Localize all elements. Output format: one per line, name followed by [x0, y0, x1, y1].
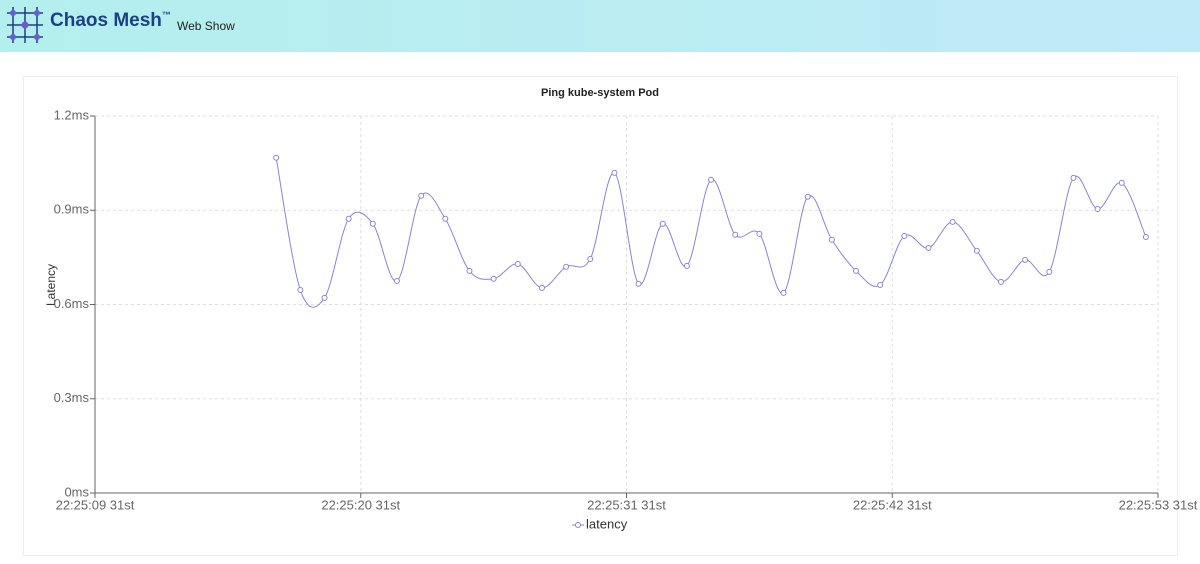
brand[interactable]: Chaos Mesh™	[50, 10, 171, 32]
x-tick-label: 22:25:31 31st	[587, 497, 666, 512]
point	[538, 284, 545, 291]
point	[877, 282, 884, 289]
point	[925, 244, 932, 251]
point	[997, 278, 1004, 285]
y-tick-label: 0.3ms	[54, 390, 90, 405]
point	[1094, 205, 1101, 212]
x-tick-label: 22:25:53 31st	[1119, 497, 1198, 512]
point	[393, 277, 400, 284]
point	[273, 154, 280, 161]
point	[369, 220, 376, 227]
chart-title: Ping kube-system Pod	[541, 87, 659, 99]
point	[1142, 233, 1149, 240]
point	[659, 220, 666, 227]
point	[708, 176, 715, 183]
point	[853, 267, 860, 274]
point	[442, 215, 449, 222]
nav-link[interactable]: Web Show	[177, 19, 235, 33]
x-tick-label: 22:25:09 31st	[56, 497, 135, 512]
x-tick-label: 22:25:42 31st	[853, 497, 932, 512]
point	[466, 267, 473, 274]
x-tick-label: 22:25:20 31st	[321, 497, 400, 512]
y-tick-label: 0.6ms	[54, 296, 90, 311]
chart-card	[23, 76, 1178, 556]
trademark: ™	[161, 10, 171, 20]
point	[732, 231, 739, 238]
point	[418, 192, 425, 199]
point	[563, 263, 570, 270]
y-tick-label: 0.9ms	[54, 202, 90, 217]
point	[828, 236, 835, 243]
point	[804, 193, 811, 200]
point	[611, 169, 618, 176]
point	[1046, 268, 1053, 275]
legend-marker	[575, 522, 581, 528]
point	[587, 255, 594, 262]
legend-label: latency	[586, 516, 628, 531]
point	[780, 289, 787, 296]
point	[1118, 179, 1125, 186]
point	[949, 218, 956, 225]
brand-text: Chaos Mesh	[50, 10, 162, 31]
point	[297, 287, 304, 294]
point	[901, 233, 908, 240]
point	[683, 262, 690, 269]
header: Chaos Mesh™ Web Show	[0, 0, 1200, 52]
y-tick-label: 0ms	[64, 484, 89, 499]
y-axis-label: Latency	[44, 264, 58, 306]
point	[635, 280, 642, 287]
line	[275, 157, 1147, 308]
point	[321, 294, 328, 301]
logo	[7, 7, 43, 43]
point	[514, 260, 521, 267]
point	[345, 215, 352, 222]
point	[490, 275, 497, 282]
y-tick-label: 1.2ms	[54, 107, 90, 122]
point	[1070, 174, 1077, 181]
point	[1022, 256, 1029, 263]
point	[756, 230, 763, 237]
point	[973, 247, 980, 254]
